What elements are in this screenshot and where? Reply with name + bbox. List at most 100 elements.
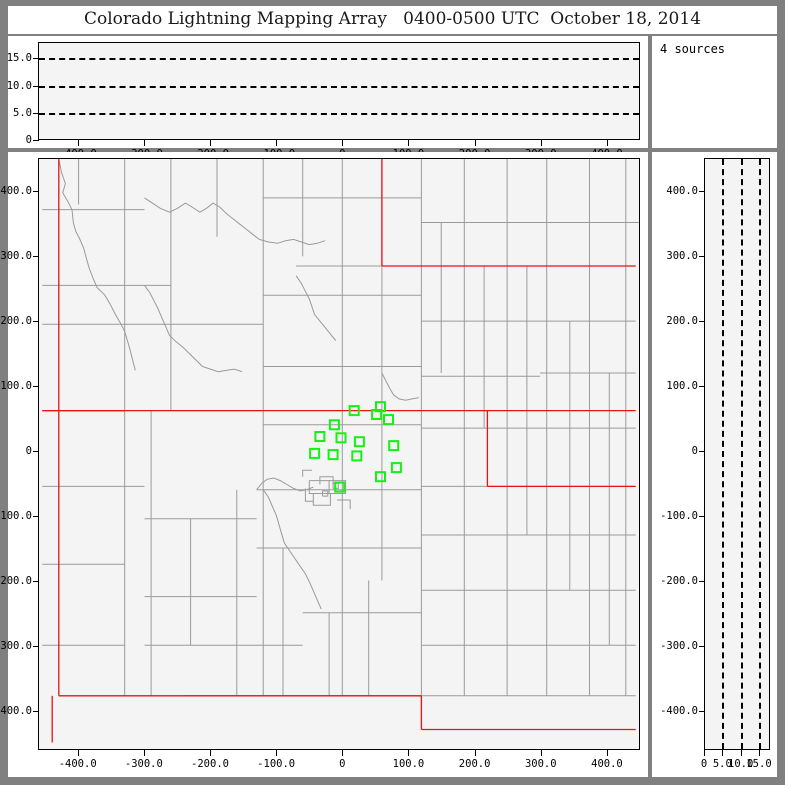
axis-tick-y bbox=[33, 710, 39, 712]
county-metro bbox=[312, 493, 331, 506]
lightning-source-marker[interactable] bbox=[353, 436, 365, 448]
axis-tick-y bbox=[33, 385, 39, 387]
axis-label-x: 5.0 bbox=[712, 758, 732, 770]
lightning-source-marker[interactable] bbox=[390, 462, 402, 474]
gridline-vertical bbox=[722, 159, 725, 749]
lightning-source-marker[interactable] bbox=[375, 471, 386, 483]
axis-tick-y bbox=[33, 515, 39, 517]
axis-tick-x bbox=[210, 750, 211, 756]
county-jagged bbox=[259, 238, 326, 246]
axis-tick-x bbox=[342, 140, 344, 146]
axis-tick-x bbox=[77, 750, 79, 756]
lightning-source-marker[interactable] bbox=[375, 401, 386, 413]
county-jagged bbox=[256, 477, 288, 491]
axis-tick-x bbox=[759, 750, 760, 756]
lightning-source-marker[interactable] bbox=[328, 419, 340, 431]
lightning-source-marker[interactable] bbox=[314, 431, 326, 442]
lightning-source-marker[interactable] bbox=[327, 449, 339, 461]
axis-tick-y bbox=[33, 112, 39, 114]
axis-tick-x bbox=[210, 140, 211, 146]
lightning-source-marker[interactable] bbox=[334, 481, 346, 493]
lightning-source-marker[interactable] bbox=[351, 450, 363, 462]
county-metro bbox=[322, 490, 329, 497]
lightning-source-marker[interactable] bbox=[348, 405, 360, 417]
lightning-source-marker[interactable] bbox=[388, 440, 400, 452]
axis-tick-y bbox=[699, 320, 705, 322]
axis-label-x: -200.0 bbox=[191, 758, 229, 770]
axis-label-y: 5.0 bbox=[13, 106, 32, 119]
axis-tick-y bbox=[33, 85, 39, 87]
gridline-horizontal bbox=[39, 58, 639, 61]
axis-tick-y bbox=[33, 645, 39, 647]
axis-label-y: 400.0 bbox=[666, 184, 698, 197]
axis-label-y: 100.0 bbox=[0, 379, 32, 392]
axis-label-y: 300.0 bbox=[666, 249, 698, 262]
axis-label-x: -300.0 bbox=[124, 758, 163, 770]
axis-label-x: 100.0 bbox=[392, 758, 425, 770]
county-jagged bbox=[58, 159, 98, 288]
lightning-source-marker[interactable] bbox=[309, 447, 321, 459]
state-boundaries bbox=[42, 159, 636, 743]
axis-tick-y bbox=[699, 645, 705, 647]
county-jagged bbox=[169, 335, 203, 367]
lightning-source-marker[interactable] bbox=[335, 432, 347, 444]
axis-tick-x bbox=[77, 140, 79, 146]
county-boundaries bbox=[42, 159, 639, 730]
axis-tick-y bbox=[33, 450, 39, 452]
axis-tick-y bbox=[33, 320, 39, 322]
axis-label-x: 0 bbox=[339, 758, 346, 770]
axis-label-y: 100.0 bbox=[666, 379, 698, 392]
axis-tick-x bbox=[740, 750, 742, 756]
county-jagged bbox=[144, 285, 170, 336]
axis-tick-x bbox=[276, 750, 278, 756]
axis-label-y: -100.0 bbox=[660, 509, 698, 522]
axis-label-x: -400.0 bbox=[58, 758, 97, 770]
gridline-vertical bbox=[759, 159, 761, 749]
axis-tick-y bbox=[699, 580, 705, 582]
county-jagged bbox=[144, 197, 260, 240]
axis-tick-y bbox=[33, 190, 39, 192]
axis-tick-x bbox=[540, 140, 542, 146]
axis-label-y: 200.0 bbox=[0, 314, 32, 327]
county-jagged bbox=[381, 372, 419, 401]
axis-tick-x bbox=[606, 750, 608, 756]
axis-label-y: 300.0 bbox=[0, 249, 32, 262]
axis-tick-x bbox=[540, 750, 542, 756]
county-metro bbox=[319, 476, 334, 485]
axis-tick-y bbox=[699, 190, 705, 192]
axis-label-x: 15.0 bbox=[746, 758, 772, 770]
axis-label-y: 15.0 bbox=[6, 52, 32, 65]
gridline-horizontal bbox=[39, 112, 639, 115]
source-count-panel: 4 sources bbox=[652, 36, 777, 148]
axis-label-y: -300.0 bbox=[0, 639, 32, 652]
lightning-source-marker[interactable] bbox=[383, 414, 394, 426]
axis-label-x: -100.0 bbox=[257, 758, 296, 770]
county-jagged bbox=[262, 489, 285, 543]
axis-tick-x bbox=[342, 750, 344, 756]
axis-tick-x bbox=[474, 140, 476, 146]
lightning-sources[interactable] bbox=[309, 401, 402, 493]
axis-label-y: 10.0 bbox=[6, 79, 32, 92]
map-plot-area[interactable] bbox=[38, 158, 640, 750]
axis-tick-x bbox=[143, 140, 145, 146]
axis-tick-x bbox=[606, 140, 608, 146]
axis-label-x: 0 bbox=[700, 758, 708, 770]
axis-label-y: -400.0 bbox=[660, 704, 698, 717]
axis-tick-y bbox=[33, 580, 39, 582]
map-graphic bbox=[42, 159, 639, 743]
altitude-histogram-panel: 0 5.0 10.0 15.0 400.0 300.0 200.0 100.0 0 -100.0 -… bbox=[652, 152, 777, 777]
time-altitude-plot-area[interactable] bbox=[38, 42, 640, 140]
county-jagged bbox=[295, 275, 316, 315]
axis-label-y: 0 bbox=[691, 444, 698, 457]
county-metro bbox=[302, 469, 312, 477]
axis-tick-x bbox=[474, 750, 476, 756]
axis-label-x: 400.0 bbox=[591, 758, 623, 770]
altitude-histogram-plot-area[interactable] bbox=[704, 158, 770, 750]
axis-label-x: 300.0 bbox=[524, 758, 557, 770]
gridline-vertical bbox=[740, 159, 743, 749]
axis-label-y: 200.0 bbox=[666, 314, 698, 327]
plan-view-map-panel: -400.0 -300.0 -200.0 -100.0 0 100.0 200.0 300.0… bbox=[0, 152, 648, 777]
axis-label-x: 10.0 bbox=[728, 758, 754, 770]
time-altitude-panel: -400.0-300.0-200.0-100.00100.0200.0300.0… bbox=[7, 36, 648, 160]
